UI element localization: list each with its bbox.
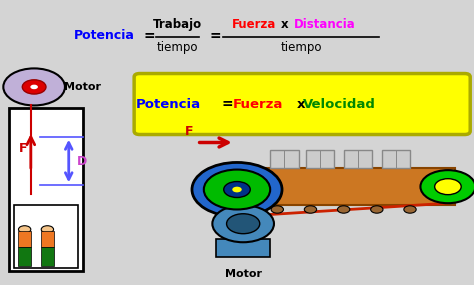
Bar — [14, 205, 78, 268]
Text: D: D — [77, 154, 87, 168]
Text: Potencia: Potencia — [136, 97, 201, 111]
FancyBboxPatch shape — [134, 74, 470, 135]
Circle shape — [271, 206, 283, 213]
Text: tiempo: tiempo — [157, 40, 199, 54]
Bar — [382, 150, 410, 168]
Bar — [41, 247, 54, 266]
Text: x: x — [297, 97, 305, 111]
Circle shape — [420, 170, 474, 203]
Circle shape — [30, 85, 38, 89]
Circle shape — [404, 206, 416, 213]
Bar — [344, 150, 372, 168]
Circle shape — [204, 170, 270, 209]
Text: F: F — [18, 142, 27, 155]
Bar — [216, 239, 270, 256]
Text: =: = — [210, 28, 221, 43]
Circle shape — [212, 205, 274, 242]
Text: tiempo: tiempo — [280, 40, 322, 54]
Circle shape — [22, 80, 46, 94]
Bar — [9, 108, 83, 271]
Circle shape — [18, 226, 31, 233]
Text: =: = — [222, 97, 233, 111]
Text: Velocidad: Velocidad — [302, 97, 375, 111]
Text: Motor: Motor — [225, 268, 262, 279]
Text: Trabajo: Trabajo — [153, 18, 202, 31]
Circle shape — [337, 206, 350, 213]
Bar — [18, 231, 31, 247]
Text: Fuerza: Fuerza — [233, 97, 283, 111]
Text: Potencia: Potencia — [74, 29, 135, 42]
Text: F: F — [185, 125, 194, 138]
Circle shape — [41, 226, 54, 233]
Text: Distancia: Distancia — [294, 18, 356, 31]
Text: Motor: Motor — [64, 82, 101, 92]
Text: =: = — [144, 28, 155, 43]
Circle shape — [435, 179, 461, 195]
Circle shape — [371, 206, 383, 213]
Circle shape — [3, 68, 65, 105]
Circle shape — [224, 182, 250, 198]
Circle shape — [192, 162, 282, 217]
Bar — [306, 150, 334, 168]
Bar — [41, 231, 54, 247]
Circle shape — [304, 206, 317, 213]
Bar — [18, 247, 31, 266]
Circle shape — [227, 214, 260, 234]
Bar — [237, 168, 455, 205]
Bar — [270, 150, 299, 168]
Circle shape — [232, 187, 242, 192]
Text: x: x — [281, 18, 288, 31]
Text: Fuerza: Fuerza — [231, 18, 276, 31]
